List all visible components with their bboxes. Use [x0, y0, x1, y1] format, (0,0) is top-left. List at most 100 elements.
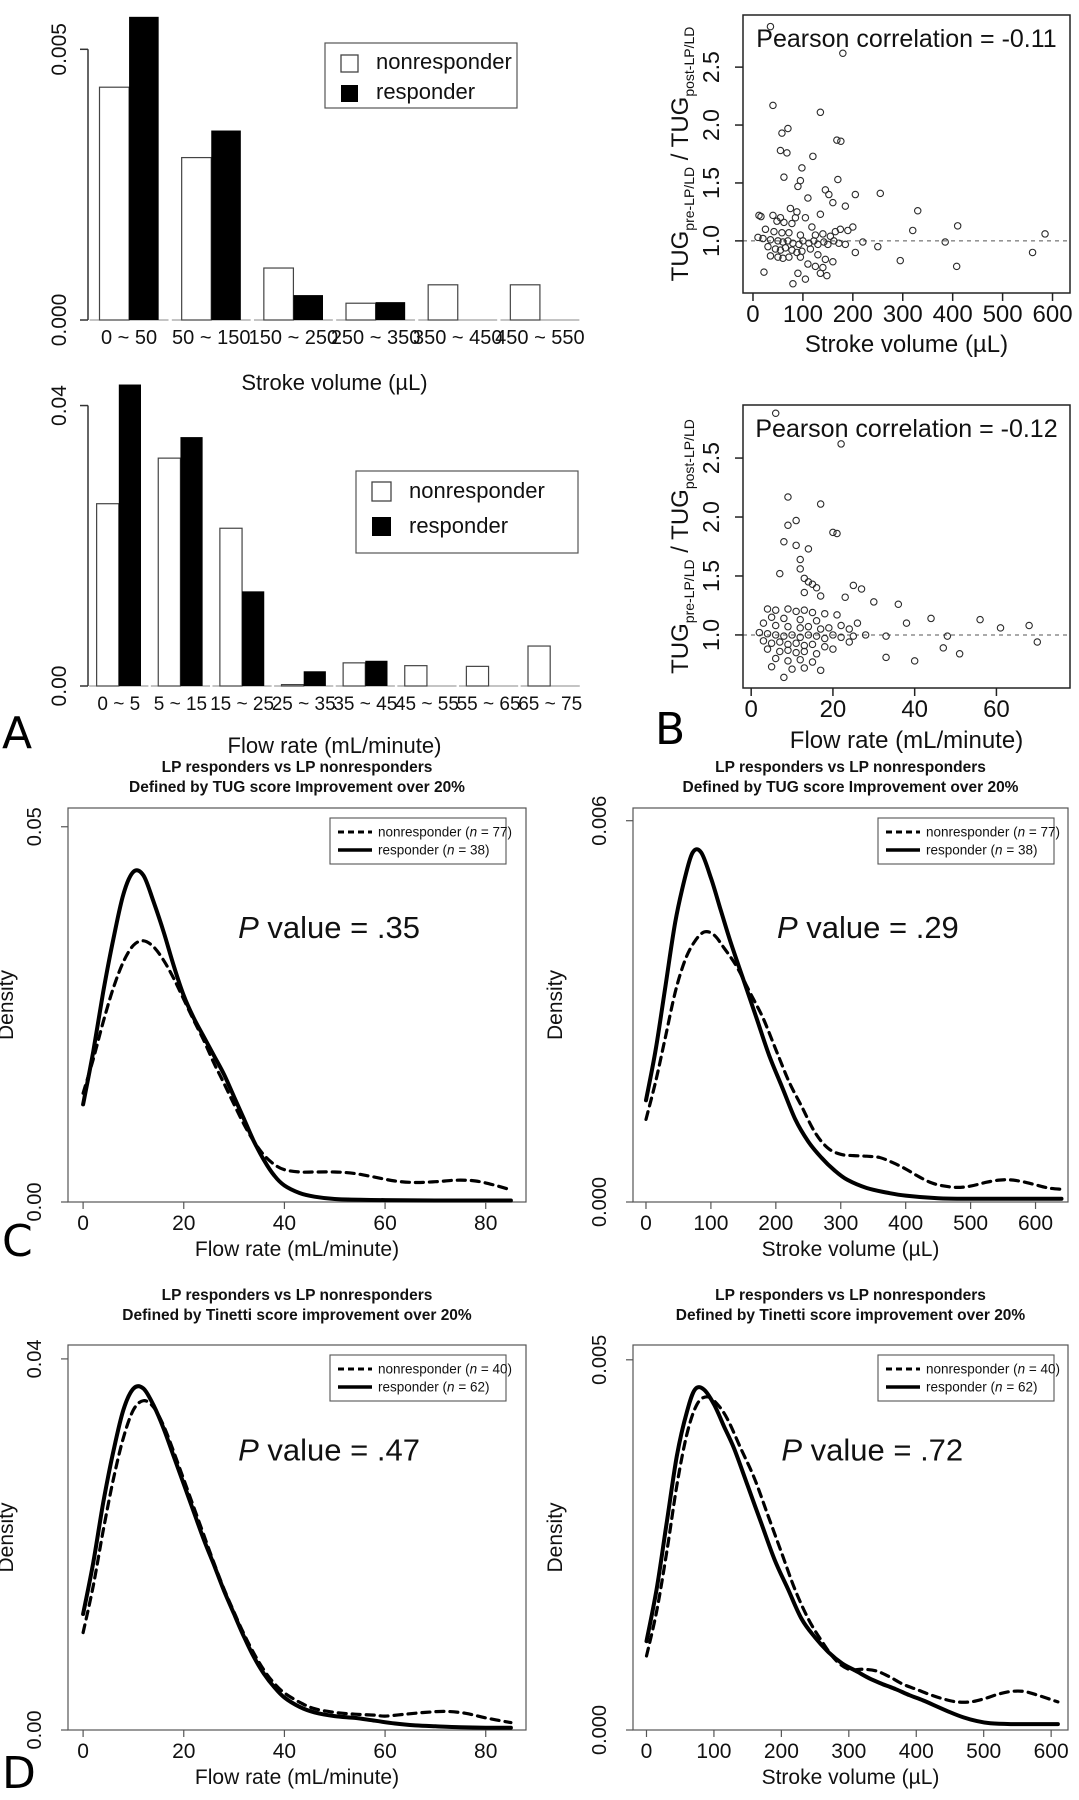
panel-label-b: B: [655, 704, 686, 755]
svg-text:0 ~ 5: 0 ~ 5: [97, 694, 140, 715]
svg-text:45 ~ 55: 45 ~ 55: [395, 694, 459, 715]
svg-text:500: 500: [966, 1740, 1001, 1763]
svg-text:0.000: 0.000: [589, 1177, 611, 1227]
svg-text:nonresponder (n = 77): nonresponder (n = 77): [378, 825, 512, 840]
svg-text:responder (n = 62): responder (n = 62): [378, 1380, 489, 1395]
density-tinetti-flow-rate: LP responders vs LP nonresponders Defined…: [0, 1287, 527, 1789]
svg-text:0 ~ 50: 0 ~ 50: [101, 327, 157, 349]
svg-text:600: 600: [1034, 1740, 1069, 1763]
svg-text:Flow rate (mL/minute): Flow rate (mL/minute): [790, 727, 1023, 754]
svg-text:20: 20: [172, 1740, 195, 1763]
svg-text:300: 300: [883, 301, 923, 328]
svg-text:100: 100: [783, 301, 823, 328]
svg-text:TUGpre-LP/LD / TUGpost-LP/LD: TUGpre-LP/LD / TUGpost-LP/LD: [667, 27, 697, 282]
svg-text:15 ~ 25: 15 ~ 25: [210, 694, 274, 715]
svg-text:Defined by TUG score Improveme: Defined by TUG score Improvement over 20…: [683, 779, 1019, 796]
svg-text:0: 0: [77, 1212, 89, 1235]
svg-text:150 ~ 250: 150 ~ 250: [249, 327, 339, 349]
svg-text:1.0: 1.0: [698, 225, 724, 257]
svg-text:Density: Density: [0, 1502, 18, 1573]
panel-label-c: C: [2, 1216, 33, 1267]
svg-text:60: 60: [373, 1212, 396, 1235]
svg-text:400: 400: [933, 301, 973, 328]
svg-text:65 ~ 75: 65 ~ 75: [518, 694, 582, 715]
svg-text:200: 200: [758, 1212, 793, 1235]
svg-text:60: 60: [373, 1740, 396, 1763]
svg-text:50 ~ 150: 50 ~ 150: [172, 327, 250, 349]
svg-text:Stroke volume (µL): Stroke volume (µL): [241, 370, 427, 395]
svg-text:responder (n = 38): responder (n = 38): [926, 843, 1037, 858]
svg-text:0.05: 0.05: [24, 807, 46, 846]
density-tug-flow-rate: LP responders vs LP nonresponders Defined…: [0, 759, 527, 1261]
svg-text:Pearson correlation = -0.12: Pearson correlation = -0.12: [755, 415, 1057, 443]
svg-text:1.0: 1.0: [698, 619, 724, 651]
svg-text:Stroke volume (µL): Stroke volume (µL): [805, 331, 1008, 358]
scatter-stroke-volume: Pearson correlation = -0.11 1.0 1.5 2.0 2.5 0…: [667, 14, 1073, 358]
svg-text:100: 100: [696, 1740, 731, 1763]
svg-text:2.0: 2.0: [698, 501, 724, 533]
svg-text:350 ~ 450: 350 ~ 450: [413, 327, 503, 349]
svg-text:5 ~ 15: 5 ~ 15: [154, 694, 207, 715]
svg-text:200: 200: [764, 1740, 799, 1763]
svg-text:1.5: 1.5: [698, 167, 724, 199]
svg-text:LP responders vs LP nonrespond: LP responders vs LP nonresponders: [162, 1287, 433, 1304]
svg-text:LP responders vs LP nonrespond: LP responders vs LP nonresponders: [715, 759, 986, 776]
svg-text:P value = .72: P value = .72: [781, 1433, 963, 1468]
svg-text:nonresponder: nonresponder: [409, 478, 545, 503]
svg-text:0.04: 0.04: [48, 385, 71, 426]
svg-text:250 ~ 350: 250 ~ 350: [331, 327, 421, 349]
svg-text:1.5: 1.5: [698, 560, 724, 592]
svg-text:Defined by Tinetti score impro: Defined by Tinetti score improvement ove…: [676, 1307, 1026, 1324]
svg-text:0.04: 0.04: [24, 1339, 46, 1378]
svg-text:0.005: 0.005: [48, 23, 71, 76]
svg-text:P value = .35: P value = .35: [238, 910, 420, 945]
svg-text:35 ~ 45: 35 ~ 45: [333, 694, 397, 715]
svg-text:80: 80: [474, 1212, 497, 1235]
svg-text:P value = .47: P value = .47: [238, 1433, 420, 1468]
svg-text:0.00: 0.00: [24, 1183, 46, 1222]
svg-text:2.5: 2.5: [698, 51, 724, 83]
svg-text:responder (n = 62): responder (n = 62): [926, 1380, 1037, 1395]
svg-text:20: 20: [172, 1212, 195, 1235]
svg-text:40: 40: [273, 1212, 296, 1235]
panel-label-d: D: [2, 1748, 36, 1799]
svg-text:0.00: 0.00: [24, 1711, 46, 1750]
svg-text:Pearson correlation = -0.11: Pearson correlation = -0.11: [756, 25, 1056, 53]
svg-text:400: 400: [888, 1212, 923, 1235]
svg-text:60: 60: [983, 696, 1010, 723]
scatter-flow-rate: Pearson correlation = -0.12 1.0 1.5 2.0 2.5 0…: [667, 404, 1071, 754]
svg-text:nonresponder (n = 77): nonresponder (n = 77): [926, 825, 1060, 840]
svg-text:40: 40: [273, 1740, 296, 1763]
svg-text:2.5: 2.5: [698, 442, 724, 474]
svg-text:Stroke volume (µL): Stroke volume (µL): [762, 1238, 940, 1261]
svg-text:55 ~ 65: 55 ~ 65: [457, 694, 521, 715]
svg-text:Density: Density: [544, 969, 567, 1040]
svg-text:nonresponder (n = 40): nonresponder (n = 40): [378, 1362, 512, 1377]
svg-text:450 ~ 550: 450 ~ 550: [495, 327, 585, 349]
density-tinetti-stroke-volume: LP responders vs LP nonresponders Defined…: [544, 1287, 1069, 1789]
svg-text:nonresponder: nonresponder: [376, 49, 512, 74]
svg-text:500: 500: [953, 1212, 988, 1235]
svg-text:0: 0: [640, 1212, 652, 1235]
svg-text:400: 400: [899, 1740, 934, 1763]
svg-text:300: 300: [831, 1740, 866, 1763]
svg-text:80: 80: [474, 1740, 497, 1763]
svg-text:2.0: 2.0: [698, 109, 724, 141]
svg-text:TUGpre-LP/LD / TUGpost-LP/LD: TUGpre-LP/LD / TUGpost-LP/LD: [667, 419, 697, 674]
svg-text:0.000: 0.000: [48, 294, 71, 347]
svg-text:Defined by Tinetti score impro: Defined by Tinetti score improvement ove…: [122, 1307, 472, 1324]
svg-text:0.006: 0.006: [589, 796, 611, 846]
svg-text:100: 100: [693, 1212, 728, 1235]
svg-text:Flow rate (mL/minute): Flow rate (mL/minute): [195, 1238, 399, 1261]
svg-text:responder (n = 38): responder (n = 38): [378, 843, 489, 858]
panel-label-a: A: [2, 708, 33, 759]
svg-text:Flow rate (mL/minute): Flow rate (mL/minute): [228, 733, 442, 758]
svg-text:Defined by TUG score Improveme: Defined by TUG score Improvement over 20…: [129, 779, 465, 796]
svg-text:0: 0: [77, 1740, 89, 1763]
svg-text:0.000: 0.000: [589, 1705, 611, 1755]
svg-text:P value = .29: P value = .29: [777, 910, 959, 945]
svg-text:Density: Density: [544, 1502, 567, 1573]
svg-text:0.00: 0.00: [48, 666, 71, 707]
